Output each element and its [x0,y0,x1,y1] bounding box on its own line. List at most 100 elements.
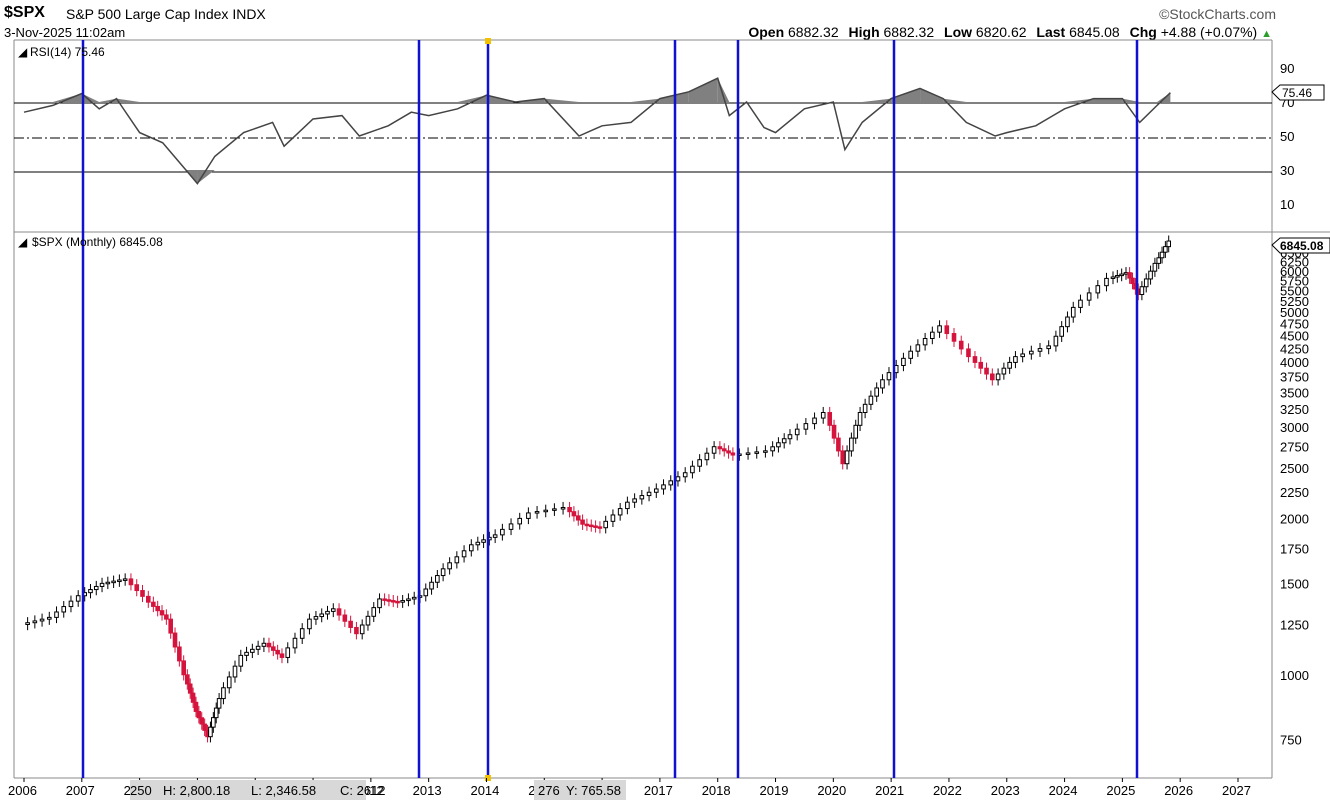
candle-body [365,615,371,626]
symbol-name: S&P 500 Large Cap Index INDX [66,6,266,22]
candle-body [704,452,710,461]
candle-body [271,646,276,651]
rsi-fill-area [688,78,718,102]
x-tick-label: 2022 [933,783,962,798]
rsi-icon: ◢ [18,45,28,59]
rsi-fill-area [81,93,100,102]
price-tick-label: 3500 [1280,385,1309,400]
candle-body [610,514,616,522]
price-tick-label: 4250 [1280,342,1309,357]
candle-body [794,428,800,436]
x-tick-label: 2025 [1106,783,1135,798]
x-tick-label: 2007 [66,783,95,798]
candle-body [255,645,261,650]
candle-body [580,519,585,525]
readout-bg-1 [130,780,366,800]
candle-body [164,614,169,620]
rsi-fill-area [631,98,660,102]
price-tick-label: 3000 [1280,420,1309,435]
candle-body [400,600,405,603]
candle-body [342,614,348,622]
candle-body [75,595,81,602]
price-icon: ◢ [18,235,28,249]
candle-body [172,632,178,648]
candle-body [461,550,467,558]
candle-body [690,465,695,474]
candle-body [675,476,681,482]
candle-body [1104,277,1109,287]
candle-body [776,442,781,448]
candle-body [646,491,652,497]
candle-body [216,698,222,709]
candle-body [1070,306,1076,318]
candle-body [1156,257,1162,264]
candle-body [944,325,950,335]
candle-body [221,687,226,700]
candle-body [717,446,723,450]
price-panel-title: ◢ $SPX (Monthly) 6845.08 [18,235,163,249]
candle-body [625,501,630,510]
price-tick-label: 3250 [1280,402,1309,417]
candle-body [526,512,531,519]
candle-body [1078,299,1083,308]
readout-bg-2 [534,780,626,800]
candle-body [853,424,859,439]
candle-body [39,618,45,622]
candle-body [122,578,128,581]
line-handle-bottom[interactable] [485,775,491,781]
candle-body [211,717,216,728]
candle-body [371,607,377,617]
price-axis: 6500625060005750550052505000475045004250… [1280,246,1309,748]
candle-body [61,606,67,613]
candle-body [930,331,935,340]
rsi-fill-area [862,98,892,102]
candle-body [886,372,892,381]
candle-body [429,581,434,590]
x-tick-label: 2018 [702,783,731,798]
candle-body [105,581,111,585]
price-label: $SPX (Monthly) 6845.08 [32,235,163,249]
candle-body [653,488,659,493]
candle-body [145,595,151,603]
price-tick-label: 5250 [1280,294,1309,309]
line-handle-top[interactable] [485,38,491,44]
candle-body [603,520,609,529]
high-value: 6882.32 [883,24,935,40]
candle-body [208,726,213,738]
candle-body [1001,367,1007,375]
symbol: $SPX [4,4,45,21]
candle-body [868,395,874,405]
candle-body [336,608,342,616]
candle-body [812,417,817,425]
candle-body [250,648,255,653]
candle-body [763,450,768,453]
readout-low: L: 2,346.58 [251,783,316,798]
candle-body [1086,292,1092,301]
candle-body [831,424,837,439]
candle-body [232,665,238,678]
candle-body [185,674,190,685]
candle-body [1163,246,1168,253]
candle-body [1139,286,1145,296]
candle-body [844,450,850,465]
candle-body [1020,353,1025,358]
candle-body [68,600,74,608]
exchange: INDX [232,6,266,22]
crosshair-readout: 250 H: 2,800.18 L: 2,346.58 C: 2612 276 … [130,780,626,800]
brand-logo[interactable]: ©StockCharts.com [1159,6,1276,22]
rsi-tag-value: 75.46 [1282,86,1312,100]
rsi-fill-area [1093,98,1123,102]
candle-body [593,525,598,528]
rsi-fill-area [544,98,579,102]
candle-body [226,676,232,689]
candle-body [190,692,196,703]
price-tick-label: 1250 [1280,617,1309,632]
readout-high: H: 2,800.18 [163,783,230,798]
candle-body [406,598,411,602]
vertical-cycle-lines[interactable] [81,40,1139,778]
rsi-fill-area [891,88,921,102]
candle-body [922,338,928,346]
candle-body [517,517,523,525]
